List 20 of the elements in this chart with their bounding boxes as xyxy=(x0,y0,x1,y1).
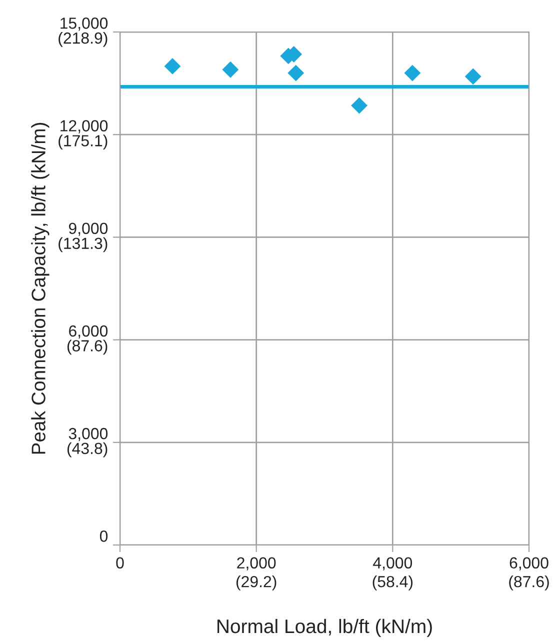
y2-tick-label: (218.9) xyxy=(58,32,108,47)
x-axis-title: Normal Load, lb/ft (kN/m) xyxy=(218,618,432,638)
x-tick-label: 4,000 xyxy=(373,557,412,570)
x2-tick-label: (58.4) xyxy=(372,576,413,590)
y-tick-label: 6,000 xyxy=(69,325,108,339)
y2-axis-title: Peak Connection Capacity, lb/ft (kN/m) xyxy=(31,122,50,454)
y-tick-label: 12,000 xyxy=(60,120,108,134)
y-tick-label: 15,000 xyxy=(60,18,108,31)
y-tick-label: 9,000 xyxy=(68,222,108,236)
y2-tick-label: (175.1) xyxy=(58,134,108,150)
y-tick-label: 3,000 xyxy=(68,428,108,442)
x-tick-label: 2,000 xyxy=(237,557,276,570)
y2-tick-label: (43.8) xyxy=(67,442,108,458)
x-tick-label: 6,000 xyxy=(510,557,548,570)
x2-tick-label: (87.6) xyxy=(509,576,549,590)
x-tick-label: 0 xyxy=(116,557,124,569)
x2-tick-label: (29.2) xyxy=(236,576,276,590)
y-tick-label: 0 xyxy=(100,530,108,542)
y2-tick-label: (131.3) xyxy=(58,237,108,252)
y2-tick-label: (87.6) xyxy=(67,340,108,355)
